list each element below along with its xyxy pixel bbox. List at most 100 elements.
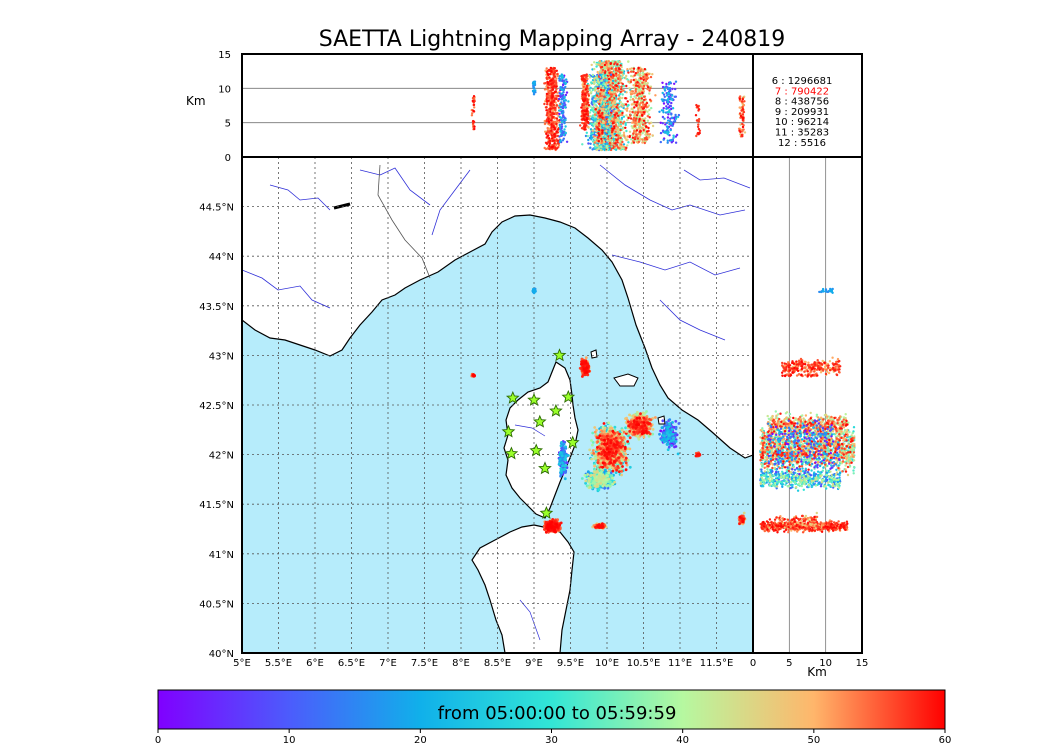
altitude-source-point <box>472 103 476 107</box>
altitude-source-point <box>622 84 626 88</box>
altitude-source-point <box>597 80 600 83</box>
altitude-source-point <box>637 132 640 136</box>
altitude-source-point <box>594 145 597 148</box>
map-source-point <box>628 465 632 469</box>
altitude-source-point <box>667 133 670 136</box>
altitude-source-point <box>550 82 553 86</box>
altitude-source-point <box>663 117 666 120</box>
altitude-source-point <box>553 139 556 142</box>
altitude-source-point <box>603 99 606 102</box>
altitude-source-point <box>550 137 554 140</box>
altitude-source-point <box>610 89 614 92</box>
altitude-source-point <box>633 129 636 133</box>
altitude-source-point <box>594 108 597 111</box>
altitude-source-point <box>673 119 677 123</box>
altitude-source-point <box>561 103 564 106</box>
altitude-source-point <box>641 81 644 84</box>
altitude-source-point <box>672 134 675 137</box>
altitude-source-point <box>596 136 599 139</box>
altitude-source-point <box>561 112 564 115</box>
altitude-source-point <box>608 132 611 136</box>
altitude-source-point <box>608 128 612 131</box>
altitude-source-point <box>616 88 619 92</box>
altitude-source-point <box>587 104 591 107</box>
altitude-source-point <box>638 86 641 89</box>
altitude-source-point <box>555 69 558 73</box>
altitude-source-point <box>583 82 586 86</box>
altitude-source-point <box>624 137 627 140</box>
altitude-source-point <box>660 98 664 101</box>
altitude-source-point <box>618 114 622 117</box>
altitude-source-point <box>643 95 646 98</box>
altitude-source-point <box>611 73 614 76</box>
altitude-source-point <box>658 110 661 114</box>
altitude-source-point <box>616 69 619 73</box>
altitude-source-point <box>635 129 639 132</box>
altitude-source-point <box>636 94 639 97</box>
altitude-source-point <box>583 93 587 96</box>
altitude-source-point <box>670 122 673 125</box>
altitude-source-point <box>593 77 596 80</box>
altitude-source-point <box>555 104 558 107</box>
altitude-source-point <box>596 100 600 104</box>
altitude-source-point <box>605 65 609 68</box>
altitude-source-point <box>564 105 567 109</box>
altitude-source-point <box>619 101 622 104</box>
altitude-source-point <box>611 107 614 110</box>
altitude-source-point <box>564 85 567 89</box>
altitude-source-point <box>594 89 597 92</box>
altitude-source-point <box>625 74 628 78</box>
altitude-source-point <box>584 125 587 129</box>
altitude-source-point <box>743 100 746 103</box>
altitude-source-point <box>607 87 611 90</box>
altitude-source-point <box>587 142 590 145</box>
altitude-source-point <box>589 115 592 118</box>
altitude-source-point <box>613 127 616 130</box>
altitude-source-point <box>616 141 619 144</box>
altitude-source-point <box>601 105 605 108</box>
altitude-source-point <box>615 84 618 88</box>
altitude-source-point <box>620 85 623 89</box>
altitude-source-point <box>621 82 624 86</box>
altitude-source-point <box>644 103 647 106</box>
altitude-source-point <box>553 75 557 78</box>
altitude-source-point <box>628 130 632 133</box>
altitude-source-point <box>654 94 657 97</box>
altitude-source-point <box>642 75 645 79</box>
altitude-source-point <box>544 82 547 85</box>
altitude-source-point <box>615 144 619 147</box>
altitude-source-point <box>597 111 600 115</box>
altitude-source-point <box>563 128 566 131</box>
altitude-source-point <box>661 81 664 85</box>
altitude-source-point <box>633 106 636 109</box>
altitude-source-point <box>741 108 745 111</box>
altitude-source-point <box>598 60 602 63</box>
altitude-source-point <box>738 97 741 101</box>
altitude-source-point <box>632 116 636 120</box>
altitude-source-point <box>624 148 627 151</box>
altitude-source-point <box>659 121 662 125</box>
altitude-source-point <box>597 140 600 143</box>
map-source-point <box>590 457 593 461</box>
altitude-source-point <box>674 141 678 144</box>
altitude-source-point <box>593 118 597 122</box>
altitude-source-point <box>598 99 602 102</box>
altitude-source-point <box>637 67 640 70</box>
altitude-source-point <box>674 113 677 117</box>
altitude-source-point <box>616 103 619 107</box>
altitude-source-point <box>624 103 628 106</box>
altitude-source-point <box>587 94 590 97</box>
altitude-tick-label: 0 <box>225 153 231 164</box>
altitude-source-point <box>604 108 608 111</box>
altitude-source-point <box>553 142 556 145</box>
altitude-source-point <box>584 88 588 91</box>
altitude-source-point <box>609 62 612 66</box>
land-capraia <box>590 349 598 359</box>
altitude-source-point <box>558 112 561 116</box>
altitude-source-point <box>613 132 616 136</box>
altitude-source-point <box>646 87 649 91</box>
altitude-source-point <box>600 79 603 82</box>
altitude-source-point <box>553 132 556 136</box>
altitude-source-point <box>644 121 647 125</box>
altitude-source-point <box>648 133 652 136</box>
